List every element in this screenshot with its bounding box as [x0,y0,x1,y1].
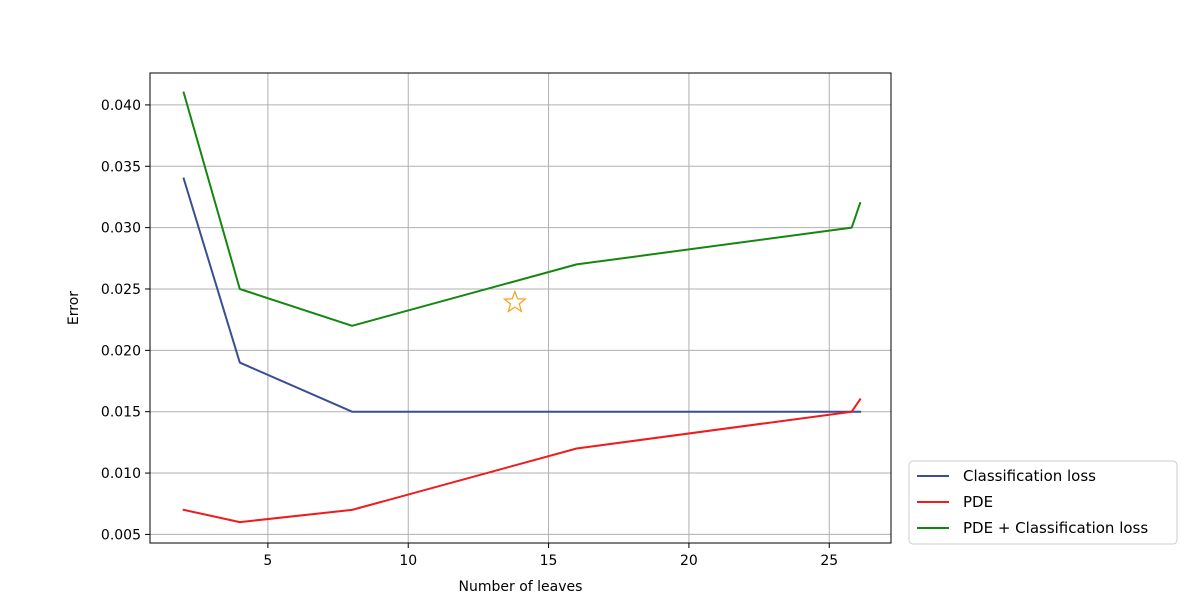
star-icon [502,289,528,313]
x-axis-label: Number of leaves [459,579,583,595]
x-tick-label: 20 [680,553,698,569]
legend-label-classification-loss: Classification loss [963,467,1096,485]
series-lines [182,91,862,524]
legend: Classification loss PDE PDE + Classificati… [908,460,1178,545]
x-tick-label: 15 [540,553,558,569]
series-line-pde [182,398,862,524]
plot-frame [149,72,892,544]
y-tick-label: 0.020 [101,343,141,359]
y-tick-label: 0.005 [101,527,141,543]
legend-label-pde-classification-loss: PDE + Classification loss [963,519,1148,537]
annotations [502,289,528,313]
legend-label-pde: PDE [963,493,993,511]
ticks: 5 10 15 20 25 0.005 0.010 0.015 0.020 0.025 0.030 0… [101,98,838,569]
y-tick-label: 0.040 [101,98,141,114]
x-tick-label: 25 [820,553,838,569]
y-tick-label: 0.025 [101,282,141,298]
legend-box [908,460,1178,545]
series-line-pde-classification-loss [182,91,862,327]
y-axis-label: Error [66,291,82,325]
grid [150,73,891,543]
x-tick-label: 5 [263,553,272,569]
series-line-classification-loss [182,177,862,413]
x-tick-label: 10 [399,553,417,569]
y-tick-label: 0.030 [101,221,141,237]
y-tick-label: 0.035 [101,159,141,175]
y-tick-label: 0.010 [101,466,141,482]
y-tick-label: 0.015 [101,405,141,421]
